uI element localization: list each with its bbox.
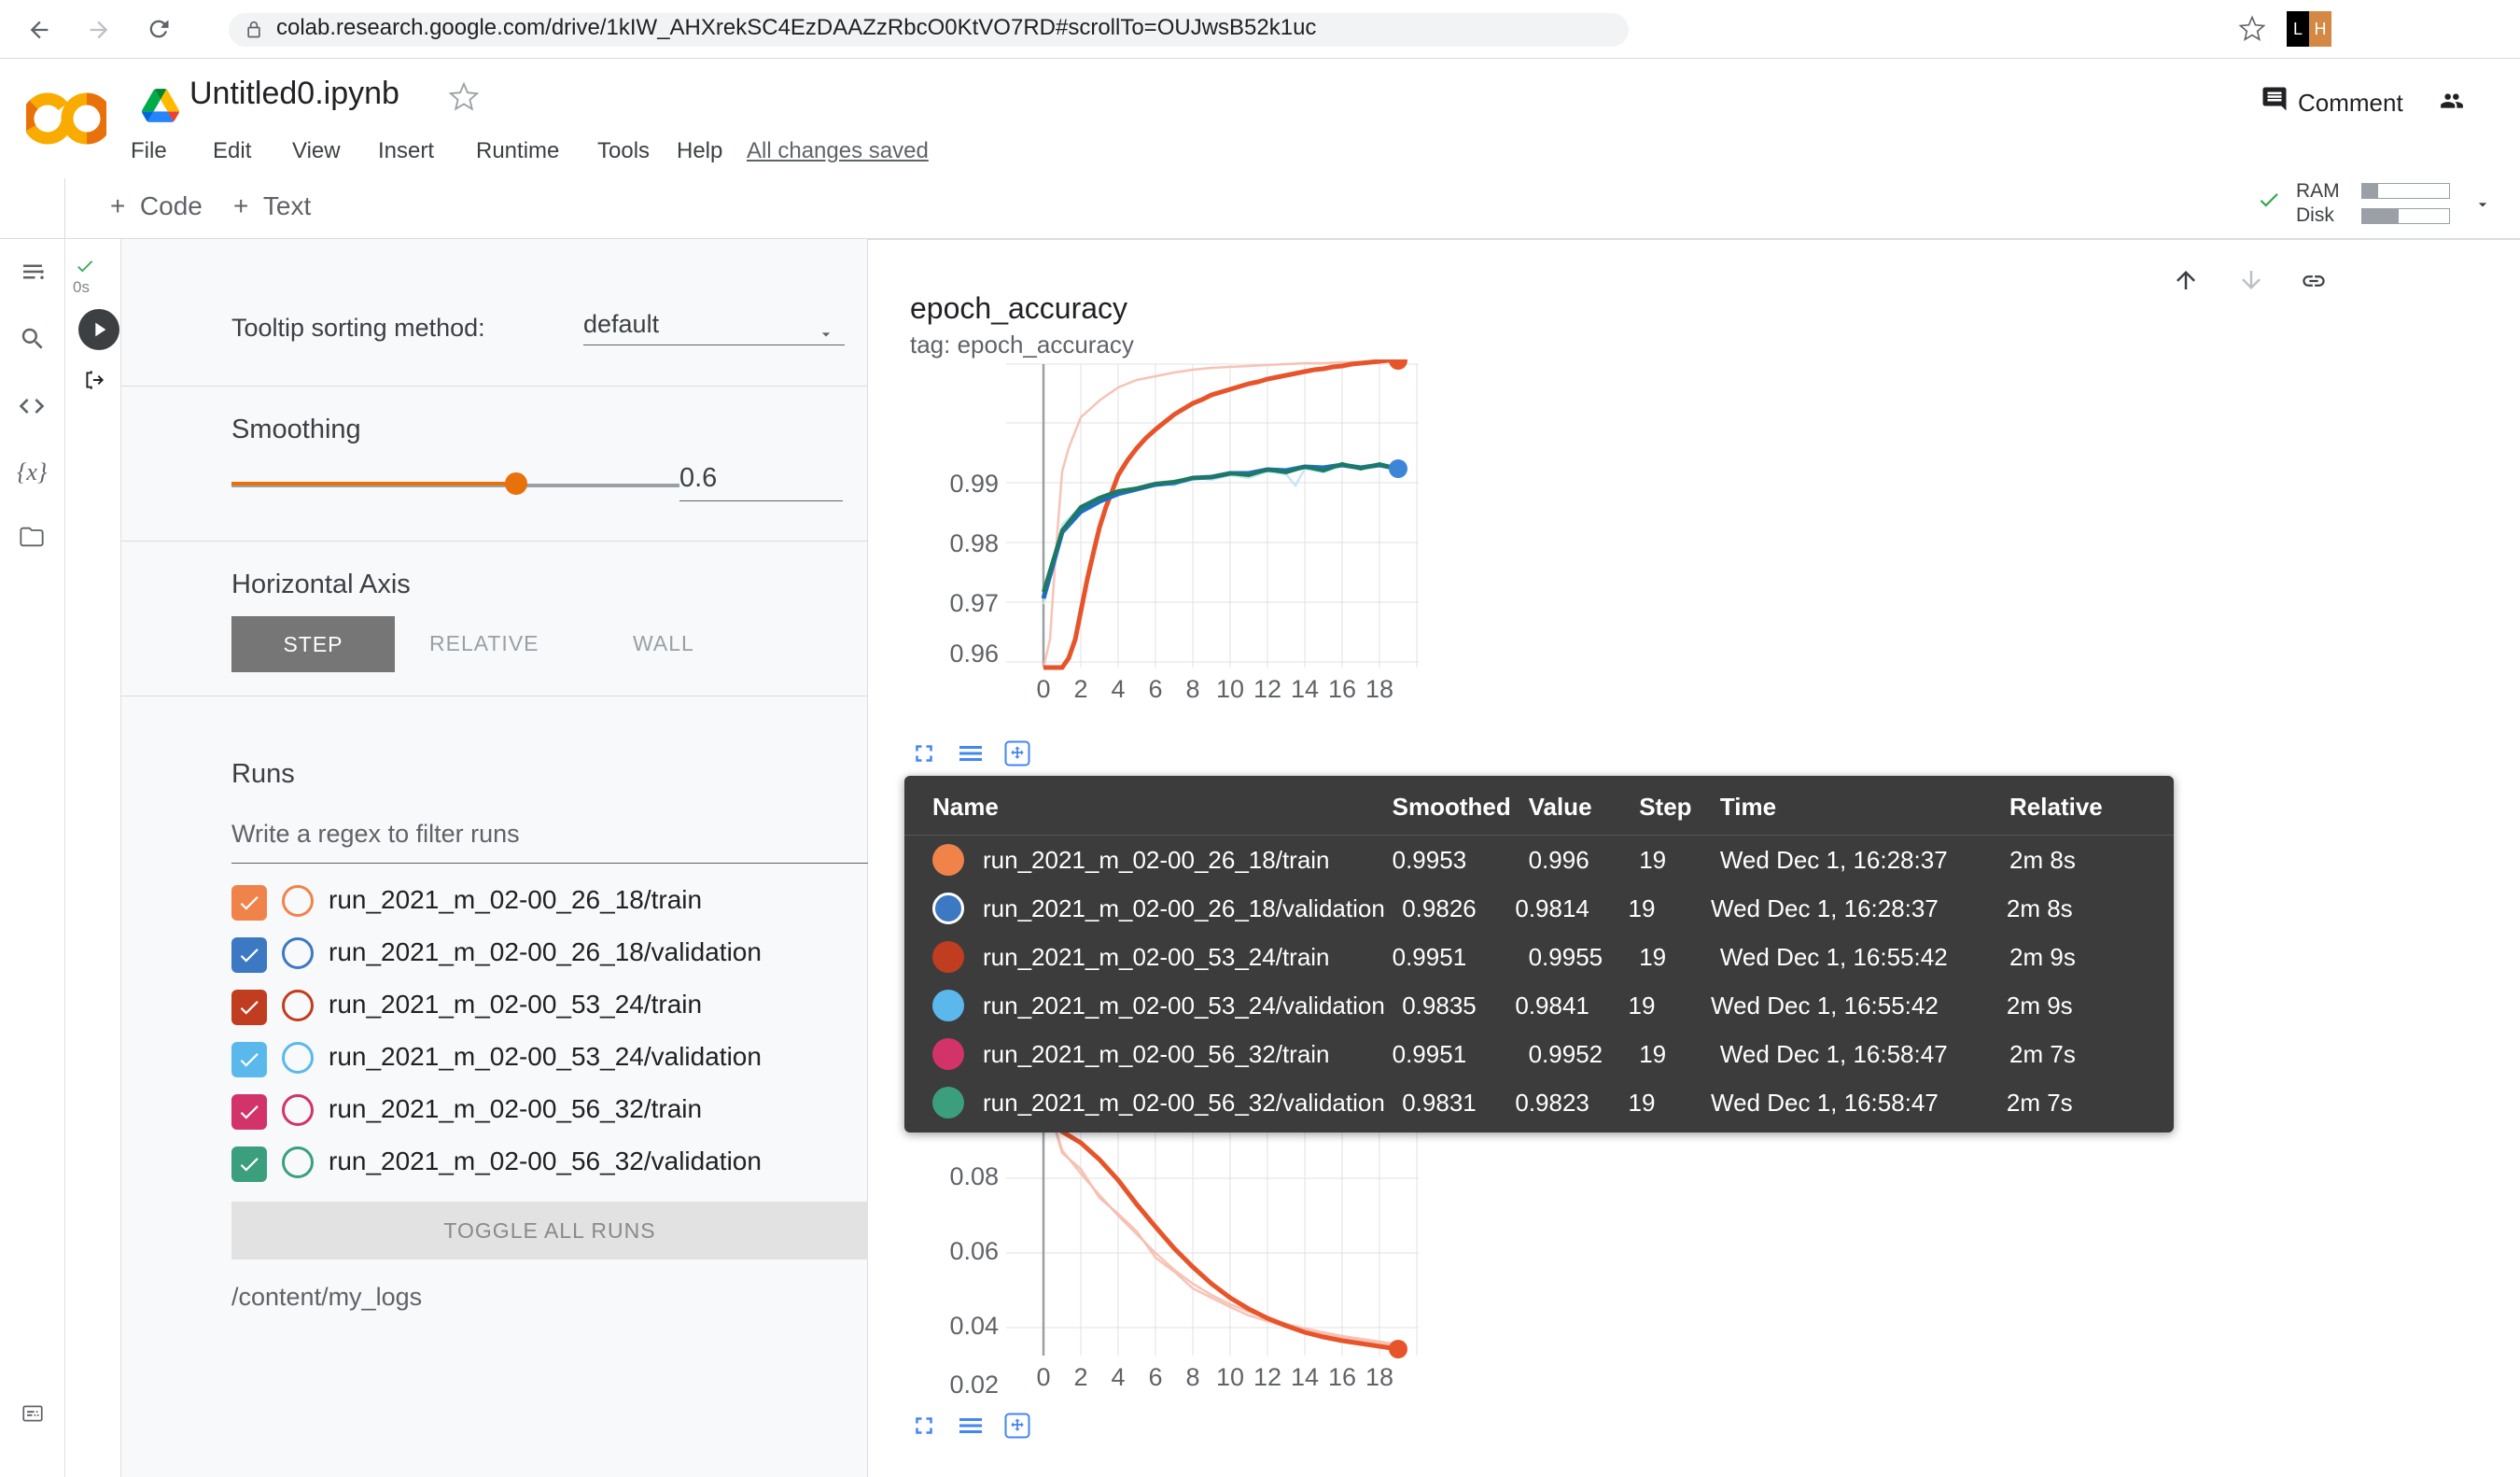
svg-text:2: 2 xyxy=(1073,1363,1087,1391)
svg-text:6: 6 xyxy=(1148,1363,1162,1391)
svg-text:10: 10 xyxy=(1216,675,1244,703)
svg-text:2: 2 xyxy=(1073,675,1087,703)
svg-text:14: 14 xyxy=(1291,675,1319,703)
svg-text:10: 10 xyxy=(1216,1363,1244,1391)
svg-text:0.98: 0.98 xyxy=(949,529,999,557)
svg-text:16: 16 xyxy=(1328,675,1356,703)
svg-text:0.96: 0.96 xyxy=(949,640,999,668)
svg-text:12: 12 xyxy=(1253,1363,1281,1391)
svg-text:8: 8 xyxy=(1185,675,1199,703)
svg-text:12: 12 xyxy=(1253,675,1281,703)
svg-text:0.04: 0.04 xyxy=(949,1312,999,1340)
svg-text:0: 0 xyxy=(1036,675,1050,703)
svg-text:0.06: 0.06 xyxy=(949,1237,999,1265)
svg-text:14: 14 xyxy=(1291,1363,1319,1391)
svg-text:4: 4 xyxy=(1111,1363,1125,1391)
svg-text:18: 18 xyxy=(1365,675,1393,703)
svg-text:16: 16 xyxy=(1328,1363,1356,1391)
svg-text:0.02: 0.02 xyxy=(949,1371,999,1399)
svg-text:0.97: 0.97 xyxy=(949,589,999,617)
svg-text:0.99: 0.99 xyxy=(949,470,999,498)
svg-text:6: 6 xyxy=(1148,675,1162,703)
svg-text:0: 0 xyxy=(1036,1363,1050,1391)
svg-text:0.08: 0.08 xyxy=(949,1162,999,1190)
svg-text:4: 4 xyxy=(1111,675,1125,703)
svg-text:18: 18 xyxy=(1365,1363,1393,1391)
svg-text:8: 8 xyxy=(1185,1363,1199,1391)
